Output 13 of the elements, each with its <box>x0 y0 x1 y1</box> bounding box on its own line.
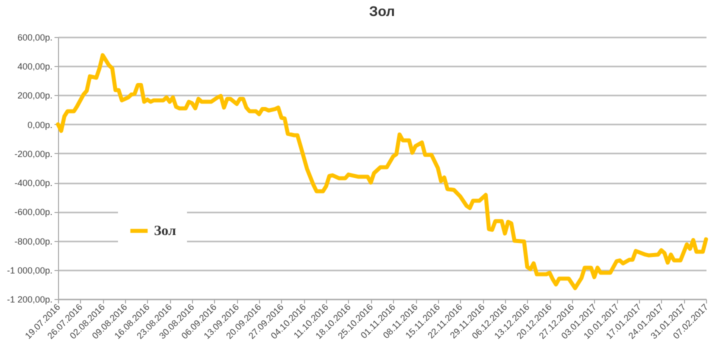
y-tick-label: 0,00р. <box>27 120 52 130</box>
line-series <box>56 53 708 290</box>
y-tick-label: -800,00р. <box>14 236 52 246</box>
chart-title: Зол <box>369 3 395 19</box>
legend-label: Зол <box>154 224 176 239</box>
y-tick-label: -600,00р. <box>14 207 52 218</box>
y-tick-label: -1 200,00р. <box>6 294 52 304</box>
y-tick-label: 200,00р. <box>17 90 52 101</box>
y-tick-label: 600,00р. <box>17 32 52 42</box>
y-tick-label: -200,00р. <box>14 148 52 159</box>
y-tick-label: -400,00р. <box>14 178 52 188</box>
y-tick-label: -1 000,00р. <box>6 265 52 276</box>
y-tick-label: 400,00р. <box>17 62 52 72</box>
